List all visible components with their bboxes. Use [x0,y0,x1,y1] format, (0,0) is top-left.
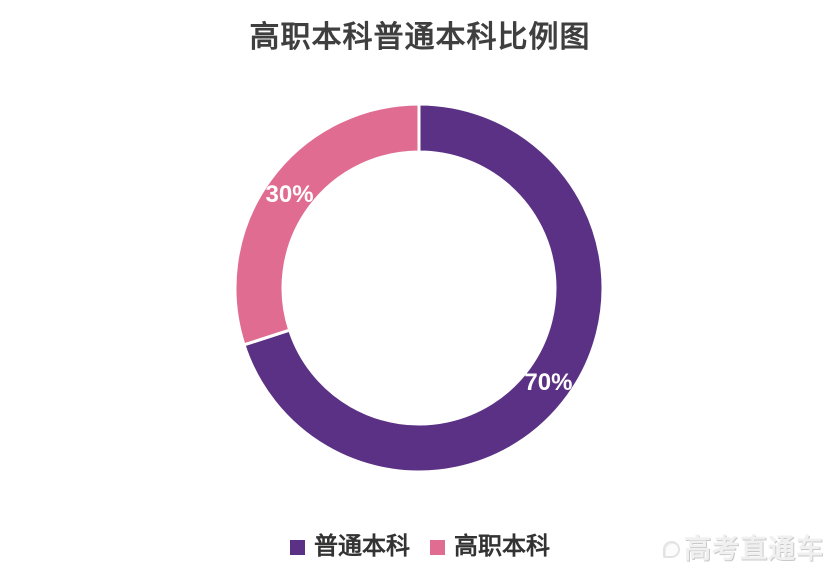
chart-title: 高职本科普通本科比例图 [249,21,591,54]
donut-slice-普通本科[interactable] [242,102,605,474]
legend-swatch-purple [290,539,305,555]
legend-item-putong-benke[interactable]: 普通本科 [290,535,410,559]
data-label: 30% [266,181,314,208]
watermark-text: 高考直通车 [684,534,824,564]
watermark: 高考直通车 [663,536,824,563]
chart-legend: 普通本科 高职本科 [0,535,840,559]
donut-slice-高职本科[interactable] [233,102,421,347]
legend-swatch-pink [430,539,445,555]
legend-label: 高职本科 [454,534,550,560]
speech-bubble-icon [663,541,680,558]
legend-item-gaozhi-benke[interactable]: 高职本科 [430,535,550,559]
data-label: 70% [524,369,572,396]
legend-label: 普通本科 [314,534,410,560]
